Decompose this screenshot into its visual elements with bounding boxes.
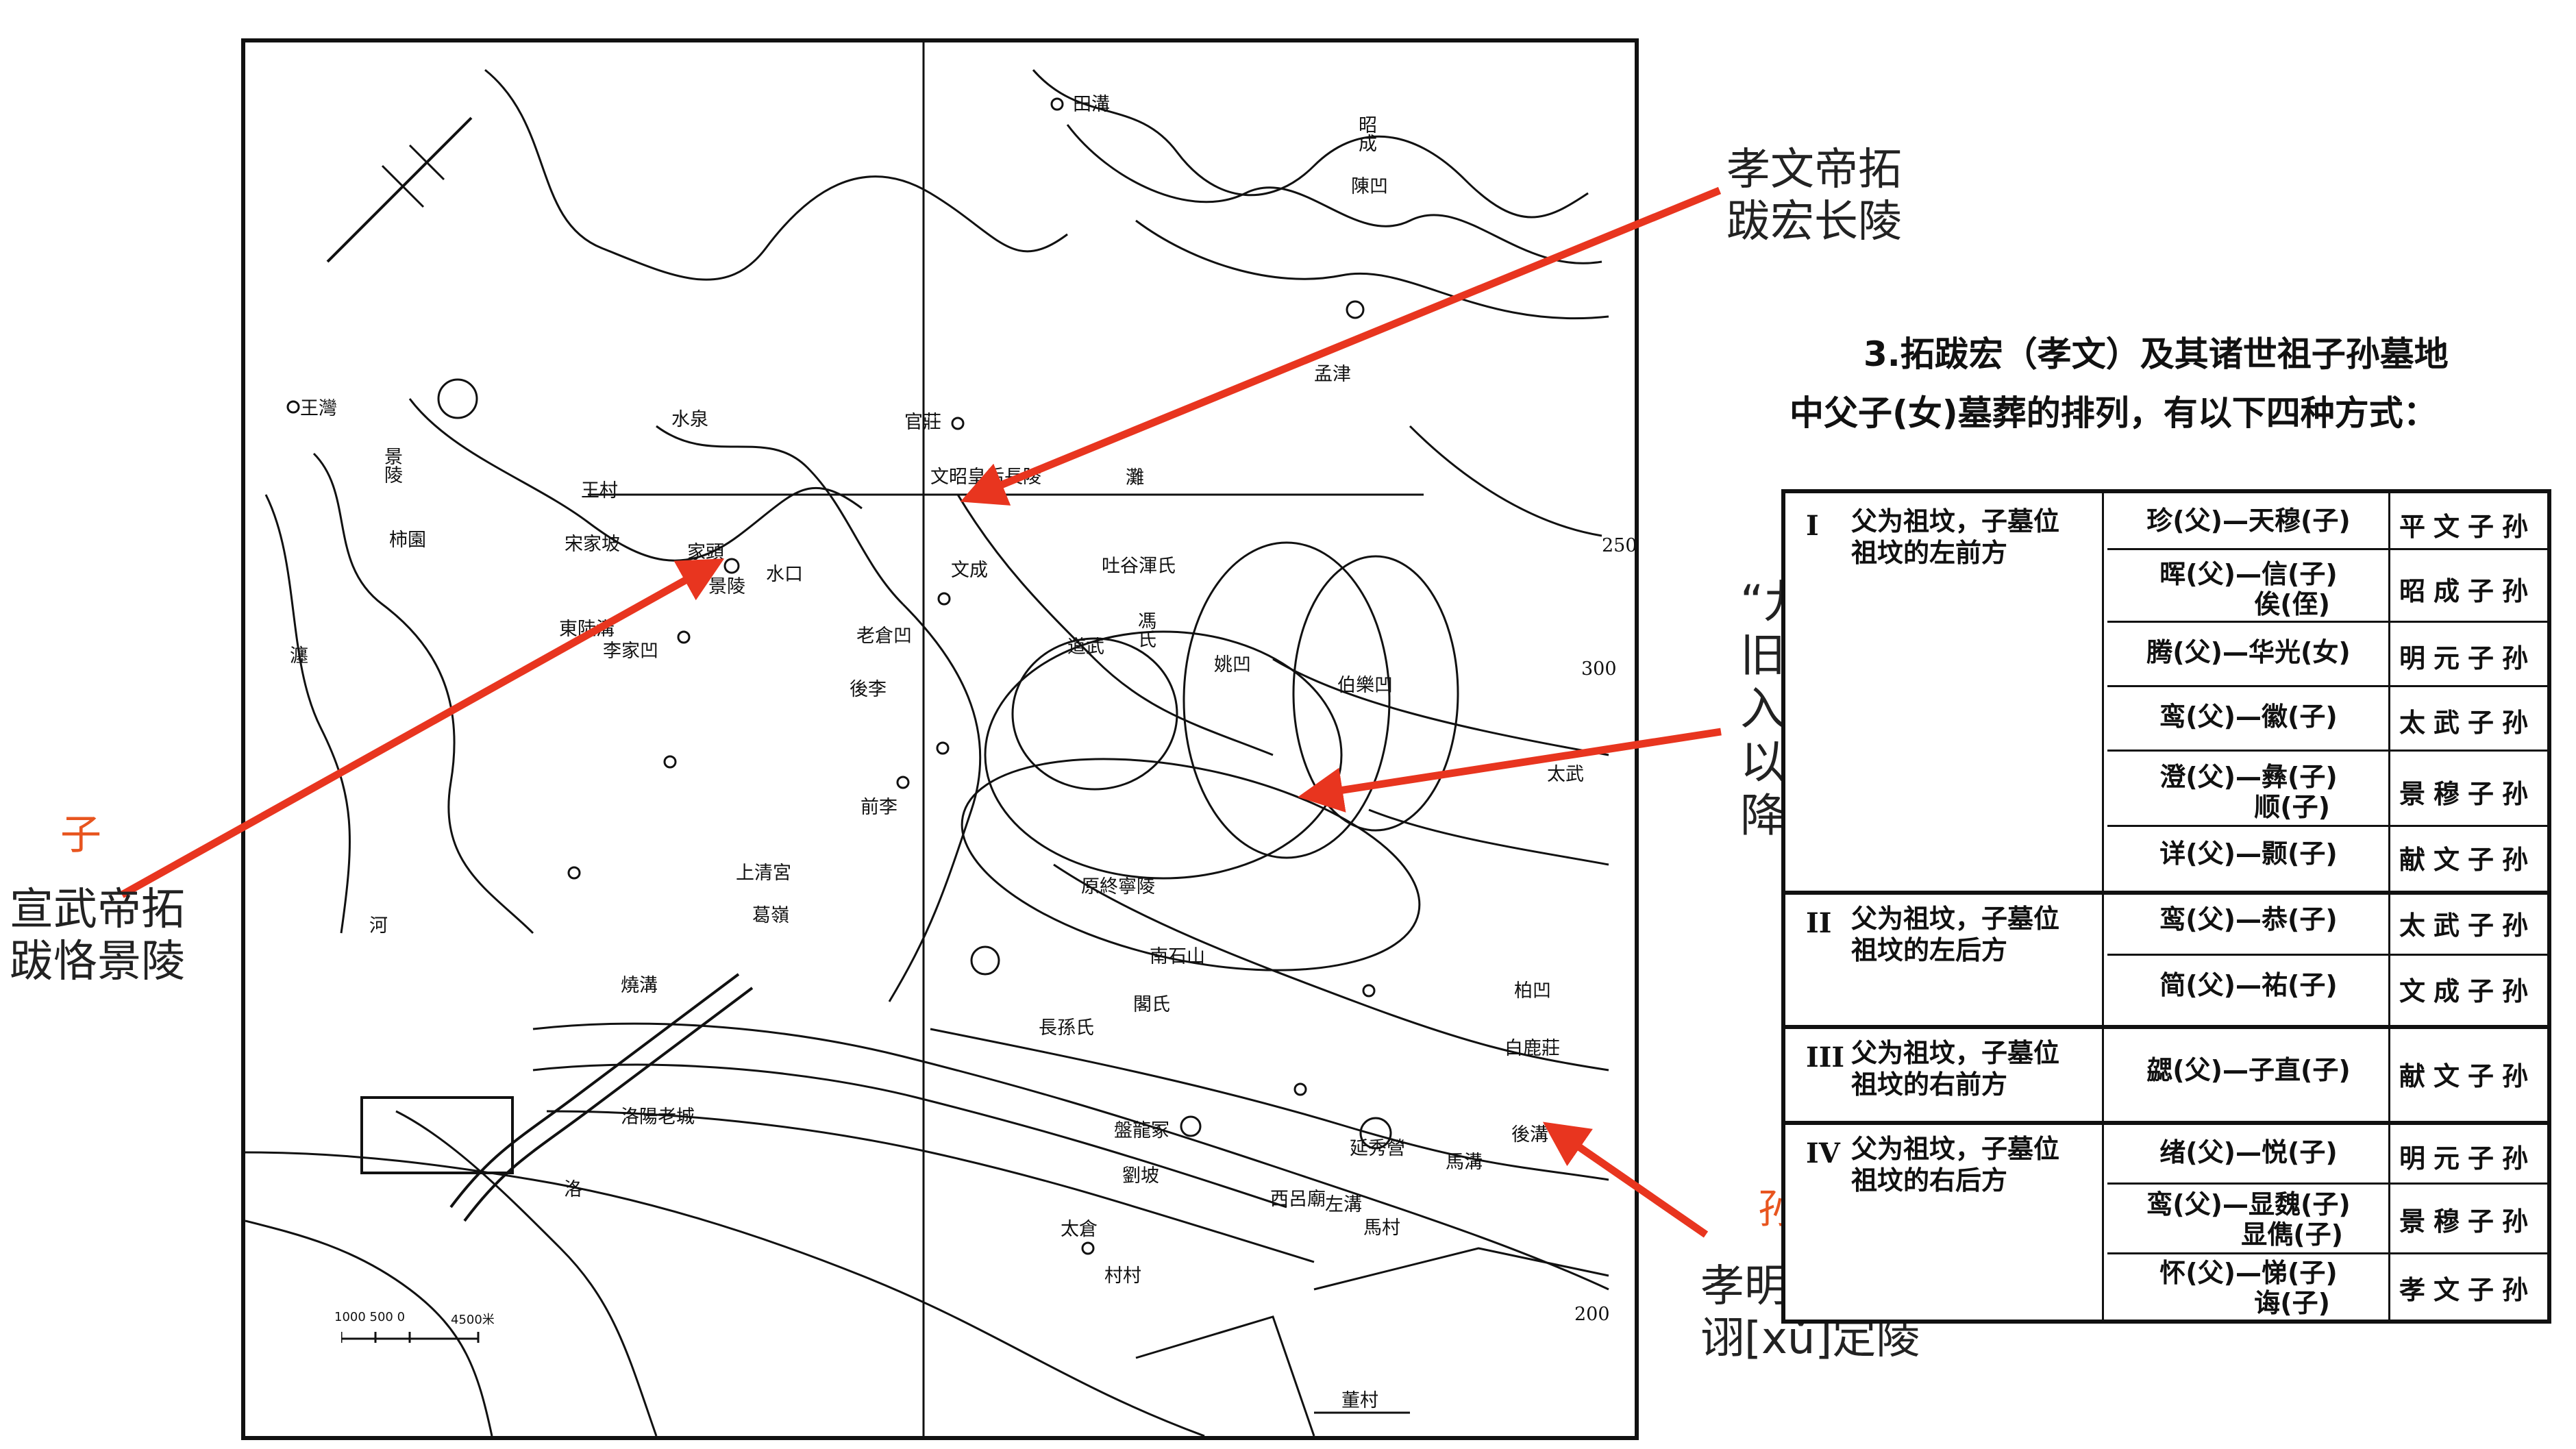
table-row: 勰(父)—子直(子) xyxy=(2146,1055,2351,1085)
place-guanzhuang: 官莊 xyxy=(904,412,941,433)
place-xishanlingtou: 白鹿莊 xyxy=(1504,1038,1560,1059)
place-bailuzhuang: 柏凹 xyxy=(1514,980,1551,1002)
place-wencheng: 文成 xyxy=(951,560,988,581)
cemetery-map: 1000 500 0 4500米 水泉 田溝 王灣 柿園 王村 宋家坡 家頭 水… xyxy=(241,38,1639,1440)
place-yaoao: 道武 xyxy=(1067,636,1104,658)
contour-200: 200 xyxy=(1574,1304,1610,1325)
section-title-line1: 3.拓跋宏（孝文）及其诸世祖子孙墓地 xyxy=(1863,334,2449,374)
place-river-v: 河 xyxy=(366,915,387,934)
place-bolean: 姚凹 xyxy=(1214,654,1251,676)
table-group-4: IV 父为祖坟，子墓位 祖坟的右后方 绪(父)—悦(子) 明元子孙 鸾(父)—显魏… xyxy=(1785,1121,2547,1328)
place-hougou: 馬溝 xyxy=(1446,1152,1483,1173)
table-row-kind: 献文子孙 xyxy=(2399,845,2536,875)
table-group-3: III 父为祖坟，子墓位 祖坟的右前方 勰(父)—子直(子) 献文子孙 xyxy=(1785,1025,2547,1125)
table-group-2: II 父为祖坟，子墓位 祖坟的左后方 鸾(父)—恭(子) 太武子孙 简(父)—祐(… xyxy=(1785,891,2547,1029)
annotation-changling: 孝文帝拓 跋宏长陵 xyxy=(1726,145,1902,247)
place-liupo: 延秀營 xyxy=(1350,1138,1405,1159)
place-panlongzhong: 長孫氏 xyxy=(1039,1017,1094,1039)
place-baiao: 南石山 xyxy=(1150,946,1205,967)
table-row: 珍(父)—天穆(子) xyxy=(2146,506,2351,536)
table-row-kind: 景穆子孙 xyxy=(2399,779,2536,809)
table-row: 鸾(父)—显魏(子) 显儁(子) xyxy=(2146,1189,2351,1250)
place-shangqinggong: 上清宮 xyxy=(736,863,791,884)
contour-300: 300 xyxy=(1581,658,1617,680)
place-zuogou: 西呂廟 xyxy=(1270,1189,1326,1210)
map-linework xyxy=(245,42,1609,1436)
place-qianli: 前李 xyxy=(860,797,897,818)
place-tuyuhun: 吐谷渾氏 xyxy=(1102,556,1176,577)
table-row: 简(父)—祐(子) xyxy=(2159,970,2338,1000)
place-wangcun: 王村 xyxy=(581,480,618,501)
scale-label: 1000 500 0 xyxy=(334,1310,406,1324)
table-row-kind: 太武子孙 xyxy=(2399,911,2536,941)
table-row-kind: 太武子孙 xyxy=(2399,708,2536,738)
table-row: 怀(父)—悌(子) 诲(子) xyxy=(2159,1258,2338,1318)
label-zi: 子 xyxy=(60,811,101,859)
table-row-kind: 文成子孙 xyxy=(2399,976,2536,1006)
place-shaogou: 燒溝 xyxy=(621,975,658,996)
place-luoyang-old-city: 洛陽老城 xyxy=(621,1106,695,1128)
place-chenao: 陳凹 xyxy=(1351,176,1388,197)
place-yuanzhongningling: 閣氏 xyxy=(1133,994,1170,1015)
place-lijiaao: 李家凹 xyxy=(603,641,658,662)
place-dongcun: 村村 xyxy=(1104,1265,1141,1287)
burial-arrangement-table: I 父为祖坟，子墓位 祖坟的左前方 珍(父)—天穆(子) 平文子孙 晖(父)—信(… xyxy=(1781,489,2551,1324)
place-laocangao: 老倉凹 xyxy=(856,626,912,647)
table-row: 绪(父)—悦(子) xyxy=(2159,1137,2338,1167)
place-haiwangzhuang: 伯樂凹 xyxy=(1337,675,1393,696)
place-houli: 後李 xyxy=(850,679,887,700)
place-shilipu: 太武 xyxy=(1547,764,1584,785)
scale-bar xyxy=(341,1332,480,1343)
table-row-kind: 明元子孙 xyxy=(2399,1143,2536,1174)
annotation-jingling: 宣武帝拓 跋恪景陵 xyxy=(10,884,185,987)
place-dingling: 後溝 xyxy=(1511,1124,1548,1145)
place-luo: 洛 xyxy=(564,1179,582,1200)
place-zhaocheng-v: 昭成 xyxy=(1355,115,1376,152)
contour-250: 250 xyxy=(1602,535,1637,556)
arrow-jingling xyxy=(120,558,725,898)
table-row: 鸾(父)—恭(子) xyxy=(2159,904,2338,934)
scale-end-label: 4500米 xyxy=(451,1313,495,1327)
table-row-kind: 昭成子孙 xyxy=(2399,576,2536,606)
place-cuncun: 太倉 xyxy=(1061,1219,1098,1240)
place-shuiquan: 水泉 xyxy=(671,409,708,430)
place-tiangou: 田溝 xyxy=(1073,94,1110,115)
place-chan-river-v: 瀍 xyxy=(286,645,308,664)
table-row: 鸾(父)—徽(子) xyxy=(2159,702,2338,732)
table-row: 澄(父)—彝(子) 顺(子) xyxy=(2159,762,2338,822)
arrow-changling xyxy=(960,186,1722,506)
section-title-line2: 中父子(女)墓葬的排列，有以下四种方式： xyxy=(1789,393,2438,433)
table-row-kind: 孝文子孙 xyxy=(2399,1275,2536,1305)
place-shuikou: 水口 xyxy=(766,564,803,585)
place-xilvmiao: 劉坡 xyxy=(1122,1165,1159,1187)
table-group-1: I 父为祖坟，子墓位 祖坟的左前方 珍(父)—天穆(子) 平文子孙 晖(父)—信(… xyxy=(1785,493,2547,895)
arrow-dingling xyxy=(1542,1122,1709,1238)
place-songjiapo: 宋家坡 xyxy=(565,534,620,555)
place-jingling-v: 景陵 xyxy=(381,447,402,484)
place-beiwei-city: 董村 xyxy=(1341,1390,1378,1411)
place-magou: 盤龍冢 xyxy=(1114,1120,1169,1141)
place-nanshishan: 原終寧陵 xyxy=(1081,876,1155,897)
table-row: 腾(父)—华光(女) xyxy=(2146,637,2351,667)
table-row: 详(父)—颢(子) xyxy=(2159,839,2338,869)
north-arrow-icon xyxy=(326,116,473,263)
table-row-kind: 平文子孙 xyxy=(2399,512,2536,542)
place-taicang: 馬村 xyxy=(1363,1217,1400,1239)
table-row-kind: 明元子孙 xyxy=(2399,643,2536,673)
place-mengjin: 孟津 xyxy=(1314,364,1351,385)
place-macun: 左溝 xyxy=(1325,1194,1362,1215)
table-row-kind: 献文子孙 xyxy=(2399,1061,2536,1091)
place-daowu-v: 馮氏 xyxy=(1135,611,1156,648)
arrow-clans xyxy=(1298,728,1722,813)
place-chan-v: 灘 xyxy=(1122,467,1143,486)
place-wangwan: 王灣 xyxy=(300,398,337,419)
place-shiyuan: 柿園 xyxy=(389,530,426,551)
place-geling: 葛嶺 xyxy=(752,905,789,926)
table-row: 晖(父)—信(子) 俟(侄) xyxy=(2159,559,2338,619)
table-row-kind: 景穆子孙 xyxy=(2399,1206,2536,1237)
